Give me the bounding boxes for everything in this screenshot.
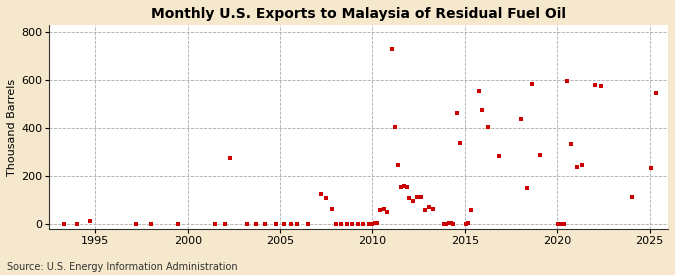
Point <box>367 222 378 226</box>
Point <box>278 222 289 226</box>
Point <box>72 222 82 226</box>
Point <box>378 207 389 211</box>
Point <box>292 222 302 226</box>
Point <box>210 222 221 226</box>
Point <box>576 163 587 168</box>
Point <box>260 222 271 226</box>
Point <box>651 91 661 96</box>
Point <box>173 222 184 226</box>
Point <box>558 222 569 226</box>
Point <box>441 222 452 226</box>
Point <box>455 141 466 145</box>
Point <box>555 222 566 226</box>
Point <box>415 195 426 200</box>
Point <box>363 222 374 226</box>
Point <box>358 222 369 226</box>
Point <box>347 222 358 226</box>
Point <box>645 166 656 170</box>
Point <box>423 205 434 209</box>
Point <box>411 195 422 200</box>
Point <box>626 194 637 199</box>
Point <box>341 222 352 226</box>
Point <box>408 199 418 204</box>
Point <box>462 221 473 225</box>
Point <box>527 82 538 86</box>
Point <box>466 208 477 212</box>
Title: Monthly U.S. Exports to Malaysia of Residual Fuel Oil: Monthly U.S. Exports to Malaysia of Resi… <box>151 7 566 21</box>
Point <box>315 192 326 196</box>
Point <box>145 222 156 226</box>
Point <box>553 222 564 226</box>
Point <box>219 222 230 226</box>
Point <box>446 221 456 225</box>
Point <box>590 83 601 87</box>
Point <box>225 156 236 160</box>
Text: Source: U.S. Energy Information Administration: Source: U.S. Energy Information Administ… <box>7 262 238 272</box>
Point <box>451 110 462 115</box>
Point <box>372 221 383 225</box>
Point <box>493 154 504 158</box>
Point <box>562 79 573 84</box>
Point <box>420 208 431 213</box>
Point <box>84 219 95 224</box>
Point <box>59 222 70 226</box>
Point <box>427 207 438 211</box>
Point <box>398 184 409 188</box>
Point <box>327 207 338 211</box>
Point <box>335 222 346 226</box>
Point <box>286 222 296 226</box>
Point <box>460 222 471 226</box>
Point <box>401 185 412 189</box>
Point <box>516 116 526 121</box>
Point <box>389 125 400 129</box>
Point <box>521 186 532 191</box>
Point <box>382 210 393 214</box>
Point <box>448 222 458 226</box>
Point <box>571 164 582 169</box>
Point <box>352 222 363 226</box>
Point <box>302 222 313 226</box>
Y-axis label: Thousand Barrels: Thousand Barrels <box>7 78 17 175</box>
Point <box>250 222 261 226</box>
Point <box>370 221 381 225</box>
Point <box>566 142 576 146</box>
Point <box>130 222 141 226</box>
Point <box>396 185 406 189</box>
Point <box>477 108 488 112</box>
Point <box>321 196 331 200</box>
Point <box>483 125 493 129</box>
Point <box>375 208 385 212</box>
Point <box>473 89 484 93</box>
Point <box>534 152 545 157</box>
Point <box>595 84 606 88</box>
Point <box>404 196 415 200</box>
Point <box>443 221 454 225</box>
Point <box>242 222 252 226</box>
Point <box>438 222 449 226</box>
Point <box>393 163 404 168</box>
Point <box>271 222 281 226</box>
Point <box>387 47 398 51</box>
Point <box>330 222 341 226</box>
